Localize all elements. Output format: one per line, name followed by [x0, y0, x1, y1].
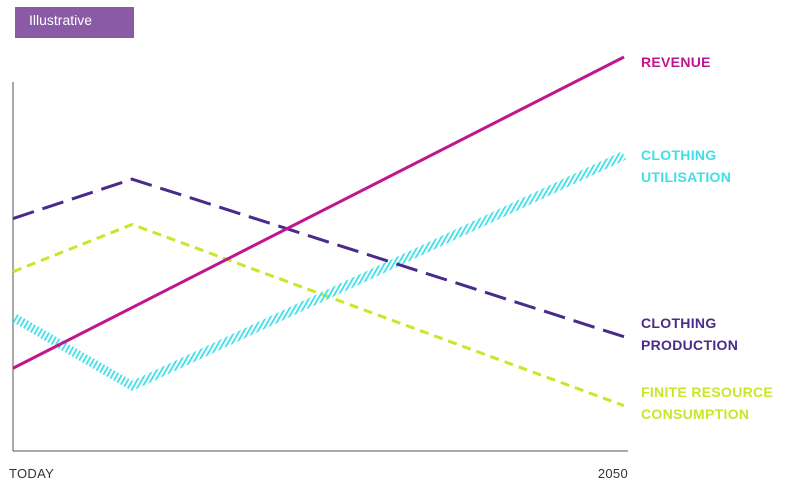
- x-tick-label-today: TODAY: [9, 466, 54, 481]
- series-label-line: FINITE RESOURCE: [641, 384, 773, 400]
- series-line-finite-resource-consumption: [12, 222, 625, 408]
- series-label-line: CLOTHING: [641, 315, 717, 331]
- series-line-clothing-utilisation: [10, 151, 626, 392]
- series-line-clothing-production: [12, 177, 625, 339]
- x-tick-label-2050: 2050: [598, 466, 628, 481]
- illustrative-badge: Illustrative: [15, 7, 134, 38]
- series-label-clothing-utilisation: CLOTHING UTILISATION: [641, 147, 731, 185]
- series-label-finite-resource-consumption: FINITE RESOURCE CONSUMPTION: [641, 384, 773, 422]
- series-line-revenue: [12, 55, 625, 370]
- series-label-line: PRODUCTION: [641, 337, 738, 353]
- series-label-clothing-production: CLOTHING PRODUCTION: [641, 315, 738, 353]
- series-label-revenue: REVENUE: [641, 54, 711, 70]
- series-label-line: CONSUMPTION: [641, 406, 749, 422]
- series-label-line: REVENUE: [641, 54, 711, 70]
- series-label-line: UTILISATION: [641, 169, 731, 185]
- series-label-line: CLOTHING: [641, 147, 717, 163]
